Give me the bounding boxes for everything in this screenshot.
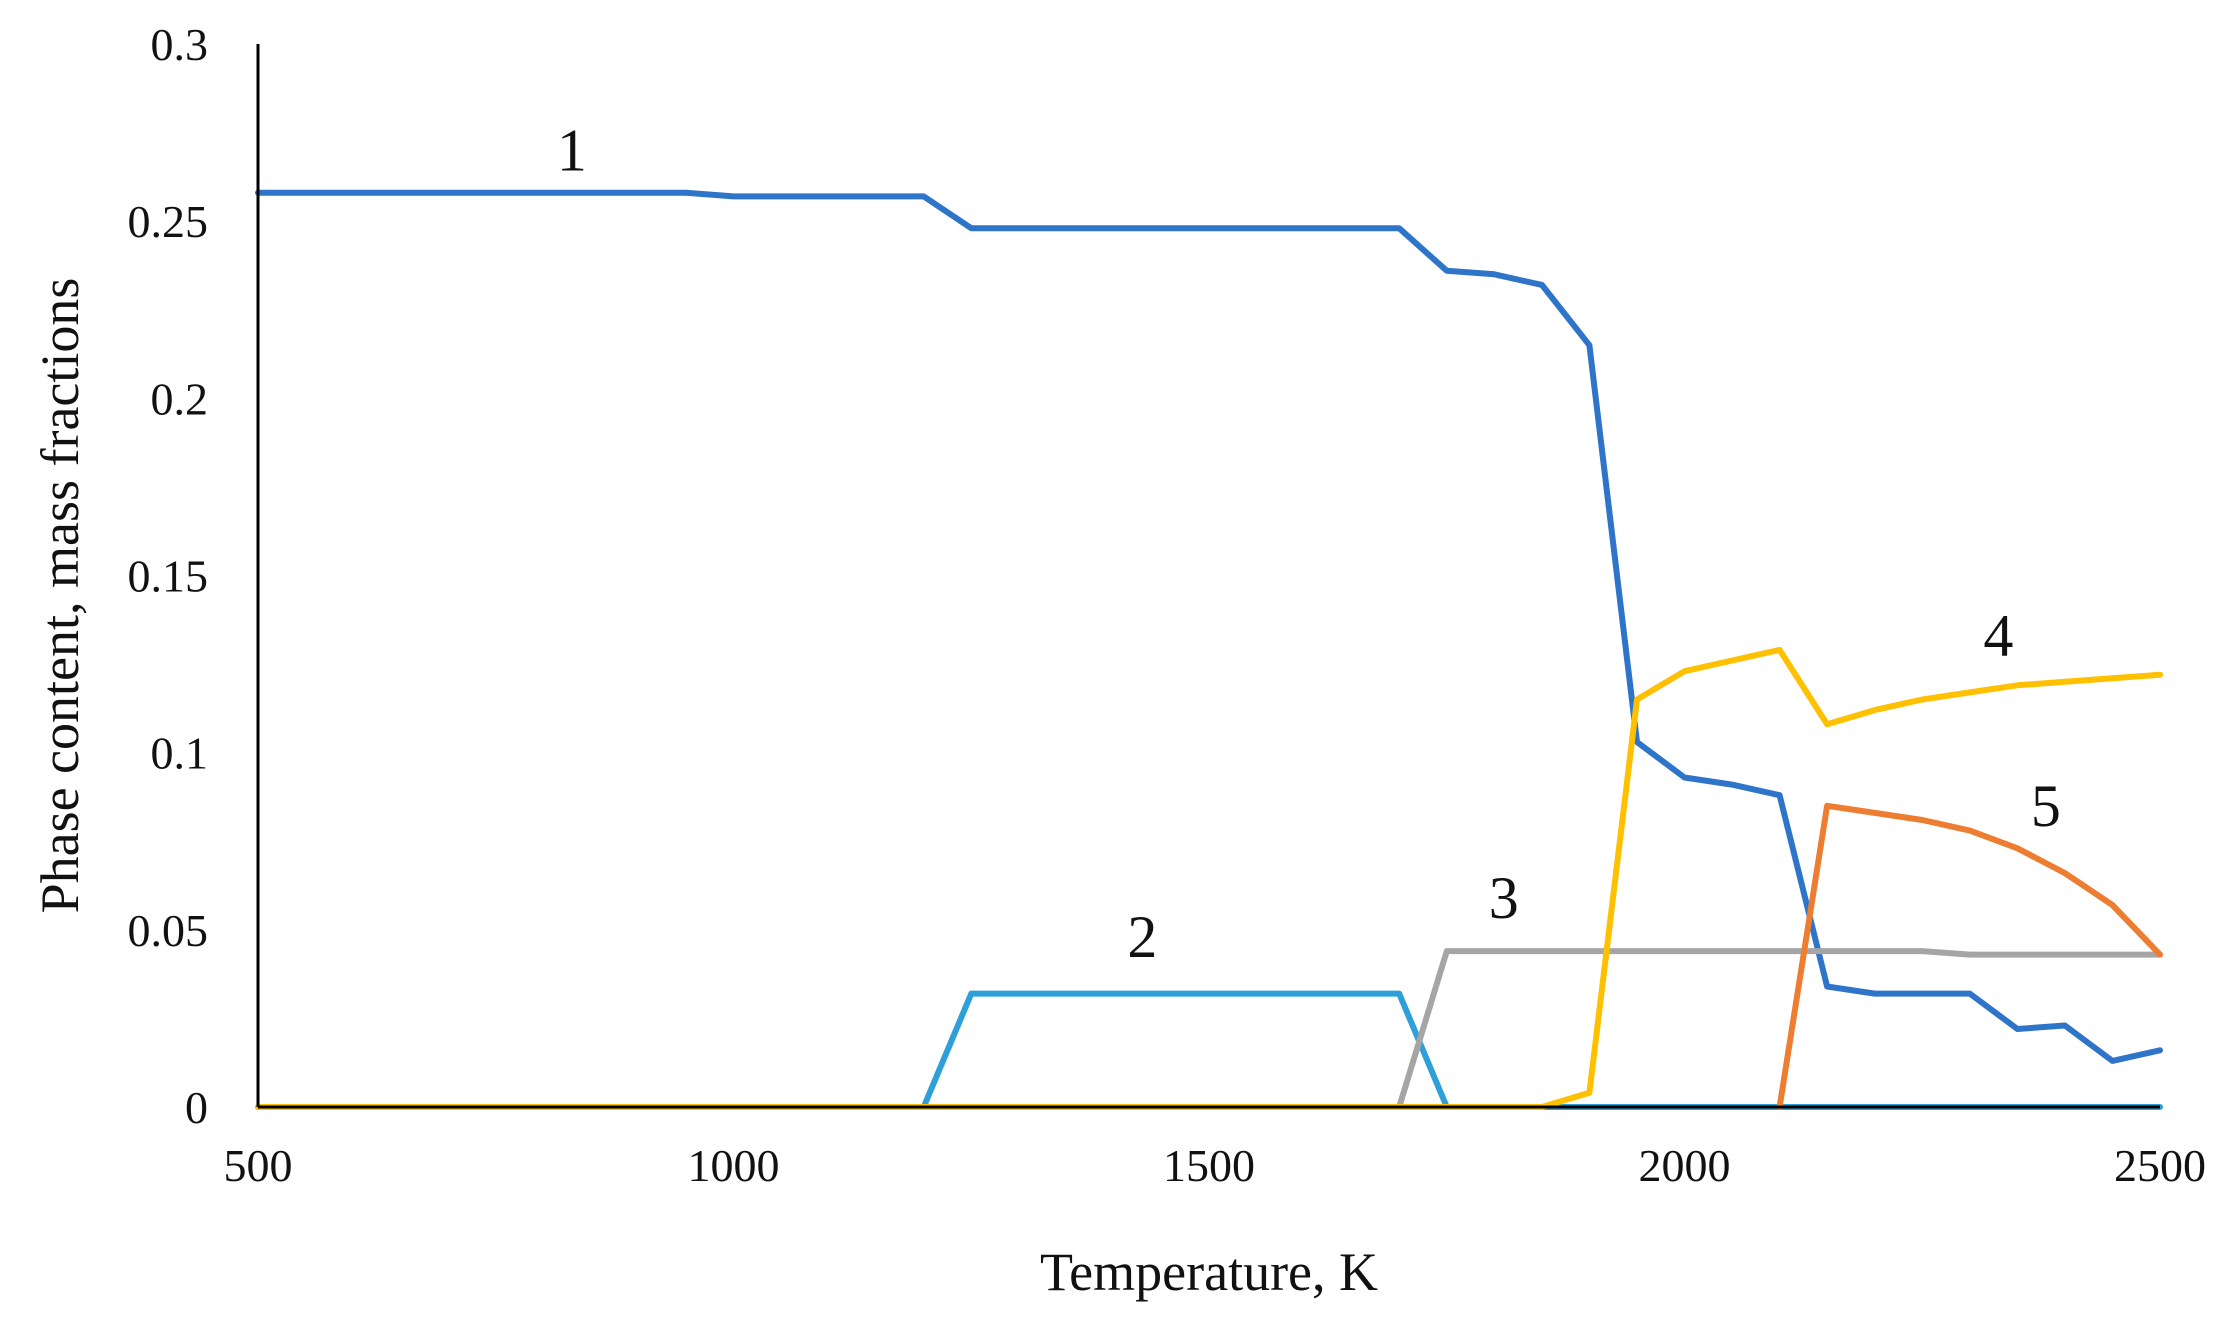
y-tick-label: 0 <box>185 1082 208 1133</box>
series-labels: 1 2 3 4 5 <box>557 117 2061 970</box>
x-tick-labels: 500 1000 1500 2000 2500 <box>224 1140 2207 1191</box>
x-tick-label: 2500 <box>2114 1140 2206 1191</box>
x-tick-label: 1000 <box>688 1140 780 1191</box>
series-5-label: 5 <box>2031 773 2061 839</box>
x-tick-label: 2000 <box>1639 1140 1731 1191</box>
series-2-label: 2 <box>1127 904 1157 970</box>
series-5-line <box>1776 802 2163 1110</box>
y-tick-label: 0.2 <box>151 373 209 424</box>
y-tick-label: 0.15 <box>128 551 209 602</box>
series-1-label: 1 <box>557 117 587 183</box>
series-layer <box>255 189 2163 1110</box>
y-axis-title: Phase content, mass fractions <box>30 278 90 914</box>
y-tick-labels: 0 0.05 0.1 0.15 0.2 0.25 0.3 <box>128 19 209 1133</box>
series-3-label: 3 <box>1489 865 1519 931</box>
series-4-label: 4 <box>1983 603 2013 669</box>
series-1-line <box>255 189 2163 1064</box>
y-tick-label: 0.05 <box>128 905 209 956</box>
x-tick-label: 1500 <box>1163 1140 1255 1191</box>
y-tick-label: 0.3 <box>151 19 209 70</box>
x-axis-title: Temperature, K <box>1040 1242 1378 1302</box>
y-tick-label: 0.1 <box>151 728 209 779</box>
series-3-line <box>255 948 2163 1110</box>
series-4-line <box>255 646 2163 1110</box>
series-2-line <box>255 990 2163 1110</box>
y-tick-label: 0.25 <box>128 196 209 247</box>
x-tick-label: 500 <box>224 1140 293 1191</box>
